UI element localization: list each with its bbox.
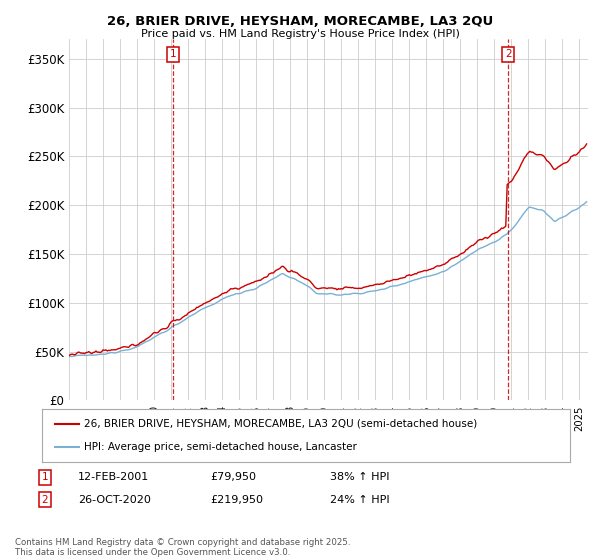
Text: 38% ↑ HPI: 38% ↑ HPI xyxy=(330,472,389,482)
Text: 2: 2 xyxy=(41,494,49,505)
Text: 26-OCT-2020: 26-OCT-2020 xyxy=(78,494,151,505)
Text: 1: 1 xyxy=(41,472,49,482)
Text: 26, BRIER DRIVE, HEYSHAM, MORECAMBE, LA3 2QU (semi-detached house): 26, BRIER DRIVE, HEYSHAM, MORECAMBE, LA3… xyxy=(84,419,478,429)
Text: 24% ↑ HPI: 24% ↑ HPI xyxy=(330,494,389,505)
Text: 26, BRIER DRIVE, HEYSHAM, MORECAMBE, LA3 2QU: 26, BRIER DRIVE, HEYSHAM, MORECAMBE, LA3… xyxy=(107,15,493,27)
Text: 12-FEB-2001: 12-FEB-2001 xyxy=(78,472,149,482)
Text: £79,950: £79,950 xyxy=(210,472,256,482)
Text: £219,950: £219,950 xyxy=(210,494,263,505)
Text: Price paid vs. HM Land Registry's House Price Index (HPI): Price paid vs. HM Land Registry's House … xyxy=(140,29,460,39)
Text: 1: 1 xyxy=(170,49,176,59)
Text: Contains HM Land Registry data © Crown copyright and database right 2025.
This d: Contains HM Land Registry data © Crown c… xyxy=(15,538,350,557)
Text: HPI: Average price, semi-detached house, Lancaster: HPI: Average price, semi-detached house,… xyxy=(84,442,357,452)
Text: 2: 2 xyxy=(505,49,512,59)
